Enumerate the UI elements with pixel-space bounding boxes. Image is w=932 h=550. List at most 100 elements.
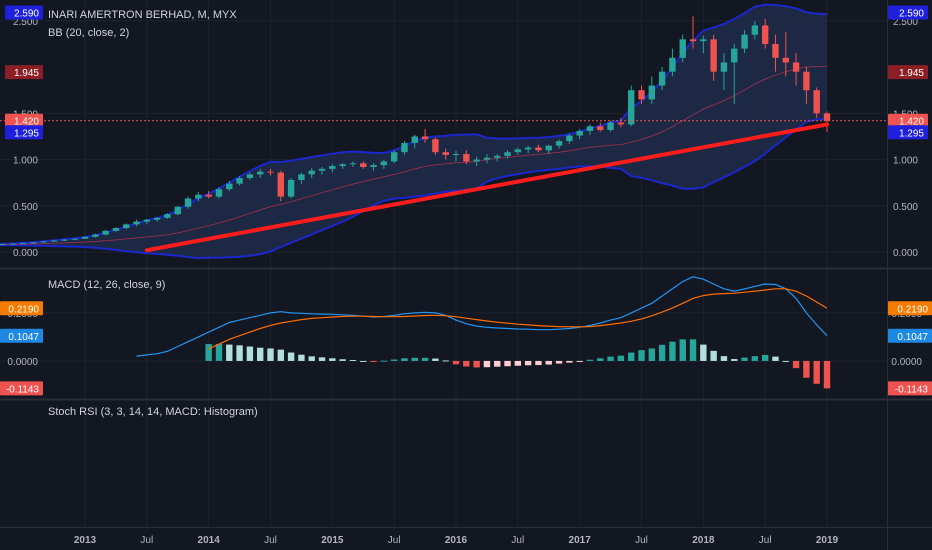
candle [360,161,367,169]
histogram-bar [360,360,367,362]
value-tag-label: -0.1143 [895,384,929,395]
candle [535,144,542,153]
value-tag-background [5,113,43,128]
histogram-bar [627,352,635,361]
value-tag-background [5,65,43,80]
macd-axis-label-right: 0.0000 [891,357,922,368]
histogram-bar [731,359,738,361]
time-axis-label: Jul [759,535,772,546]
macd-indicator-label[interactable]: MACD (12, 26, close, 9) [48,279,165,291]
trendline[interactable] [144,122,829,253]
price-axis-label-left: 2.500 [13,17,38,28]
value-tag-background [0,381,43,396]
candle [555,139,563,149]
candle-body [287,179,295,197]
price-pane[interactable] [0,3,887,260]
histogram-bar [638,350,645,361]
candle [700,35,707,54]
candle-body [71,238,78,240]
histogram-bar [483,360,491,368]
candle-body [617,122,625,125]
candle-body [19,243,27,245]
candle [432,137,439,155]
candle-body [329,166,336,169]
time-axis-label: 2013 [74,535,97,546]
histogram-bar [741,357,748,361]
candle-body [524,147,532,150]
candle [823,111,831,132]
candle-body [731,48,738,63]
bollinger-indicator-label[interactable]: BB (20, close, 2) [48,27,129,39]
macd-pane[interactable] [136,276,831,389]
candle-body [597,126,604,130]
histogram-bar [576,360,583,362]
candle [164,213,171,219]
candle-body [566,135,573,142]
candle [339,163,346,169]
histogram-bar [669,341,676,361]
value-tag-background [888,301,932,316]
candle [586,124,594,135]
histogram-bar [679,339,686,361]
value-tag-label: 0.2190 [8,304,39,315]
candle-body [720,62,728,72]
value-tag-label: 1.420 [14,117,39,128]
time-axis[interactable]: 2013 Jul 2014 Jul 2015 Jul 2016 Jul 2017 Jul 2018 J… [74,535,839,546]
candle-body [267,171,274,173]
candle [184,196,192,209]
candle-body [741,34,748,49]
candle [287,178,295,199]
candle-body [432,139,439,153]
candle-body [627,90,635,125]
candle [370,163,377,171]
candle-body [195,194,202,199]
candle-body [463,154,470,162]
histogram-bar [236,345,243,361]
histogram-bar [700,344,707,361]
time-axis-label: Jul [140,535,153,546]
candle [390,150,398,164]
value-tag-background [888,113,928,128]
candle [112,227,120,232]
candle-body [164,214,171,218]
candle-body [586,126,594,131]
price-axis-label-right: 2.500 [893,17,918,28]
candle-body [792,62,800,72]
histogram-bar [761,354,769,361]
histogram-bar [566,360,573,363]
candle-body [648,85,656,100]
candle-body [401,142,408,153]
histogram-bar [514,360,522,366]
candle-body [504,152,511,156]
candle [782,31,789,77]
histogram-bar [504,360,511,367]
histogram-bar [607,356,614,361]
candle [329,164,336,173]
value-tag-label: 0.1047 [897,332,928,343]
candle [514,147,522,155]
value-tag-background [0,328,43,343]
histogram-bar [823,360,831,389]
histogram-bar [617,355,625,361]
value-tag-label: 0.2190 [897,304,928,315]
value-tag-background [888,5,928,20]
candle [153,216,161,222]
value-tag-label: 1.945 [899,68,924,79]
histogram-bar [689,339,697,361]
price-axis-label-left: 0.000 [13,248,38,259]
candle-body [92,234,99,237]
value-tag-background [888,381,932,396]
macd-axis-label-left: 0.0000 [7,357,38,368]
candle [102,229,109,236]
stoch-rsi-indicator-label[interactable]: Stoch RSI (3, 3, 14, 14, MACD: Histogram… [48,406,258,418]
candle [648,76,656,105]
candle [524,145,532,154]
candle [658,67,666,91]
value-tag: 2.590 [888,5,928,20]
candle-body [349,163,357,165]
candle [236,176,243,186]
histogram-bar [308,356,315,361]
histogram-bar [421,357,429,361]
